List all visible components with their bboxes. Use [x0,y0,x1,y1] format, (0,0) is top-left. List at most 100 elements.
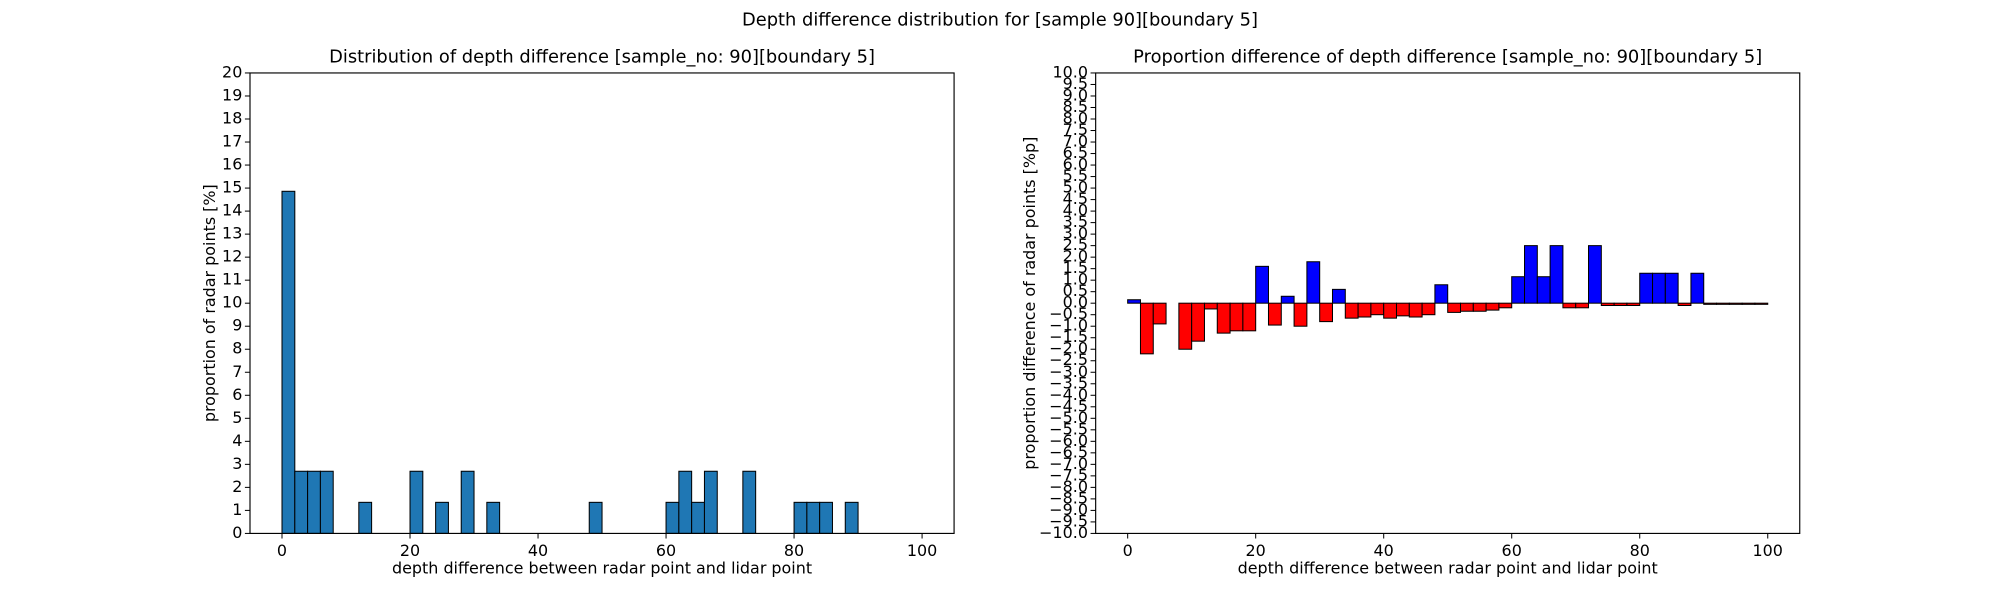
y-tick-label: −10.0 [1039,523,1088,542]
bar [1331,288,1346,304]
axes-frame [249,72,955,534]
x-tick-label: 20 [1246,541,1266,560]
y-tick-label: 18 [222,109,242,128]
bar [793,501,808,534]
x-axis-label: depth difference between radar point and… [1238,559,1658,578]
bar [1395,302,1410,317]
y-tick-label: −9.0 [1049,500,1088,519]
y-tick-label: −6.5 [1049,442,1088,461]
y-tick-label: 4.5 [1063,189,1088,208]
bar [358,501,373,534]
bar [319,470,334,534]
bar [691,501,705,534]
y-tick-label: −2.5 [1049,350,1088,369]
bar [1703,302,1718,305]
bar [1613,302,1628,307]
bar [1203,302,1218,310]
bar [1280,295,1295,304]
bar [281,190,296,534]
y-tick-label: 17 [222,132,242,151]
bar [1408,302,1423,318]
bar [1664,272,1679,304]
bar [1524,245,1538,304]
bar [1267,302,1282,326]
axes-title: Proportion difference of depth differenc… [1133,47,1762,68]
axes-title: Distribution of depth difference [sample… [329,47,875,68]
bar [1421,302,1436,316]
y-axis-label: proportion difference of radar points [%… [1020,137,1039,470]
bar [486,501,501,534]
x-tick-label: 80 [1630,541,1650,560]
y-tick-label: 4.0 [1063,201,1088,220]
bar [742,470,757,534]
y-tick-label: 5.5 [1063,166,1088,185]
y-tick-label: 6.0 [1063,155,1088,174]
bar [1562,302,1577,309]
bar [1677,302,1692,307]
bar [1370,302,1385,316]
y-tick-label: 10 [222,293,242,312]
y-tick-label: 0.0 [1063,293,1088,312]
bar [1741,302,1756,305]
y-tick-label: 20 [222,62,242,81]
figure-title: Depth difference distribution for [sampl… [742,10,1258,31]
y-tick-label: −4.5 [1049,396,1088,415]
bar [1472,302,1487,312]
y-tick-label: 3.0 [1063,224,1088,243]
y-tick-label: −4.0 [1049,385,1088,404]
bar [1498,302,1513,309]
y-tick-label: −0.5 [1049,304,1088,323]
y-tick-label: 3 [232,454,242,473]
bar [1344,302,1359,319]
y-tick-label: 10.0 [1053,62,1089,81]
bar [1549,245,1564,304]
y-tick-label: 6 [232,385,242,404]
bar [1754,302,1769,305]
y-tick-label: 5.0 [1063,178,1088,197]
y-tick-label: −8.0 [1049,477,1088,496]
y-tick-label: 7.0 [1063,132,1088,151]
y-tick-label: −7.5 [1049,465,1088,484]
y-tick-label: 7 [232,362,242,381]
y-tick-label: 14 [222,201,242,220]
x-tick-label: 0 [1123,541,1133,560]
y-tick-label: 9.5 [1063,74,1088,93]
bar [703,470,718,534]
y-tick-label: 0 [232,523,242,542]
x-tick-label: 100 [907,541,937,560]
bar [1293,302,1308,327]
bar [409,470,424,534]
x-tick-label: 0 [277,541,287,560]
y-tick-label: 8.0 [1063,109,1088,128]
y-tick-label: 9.0 [1063,85,1088,104]
bar [1600,302,1615,307]
y-tick-label: −1.5 [1049,327,1088,346]
x-tick-label: 40 [1374,541,1394,560]
bar [307,470,321,534]
bar [844,501,859,534]
y-tick-label: −5.5 [1049,419,1088,438]
x-tick-label: 40 [528,541,548,560]
y-tick-label: 9 [232,316,242,335]
y-tick-label: 16 [222,155,242,174]
bar [1728,302,1743,305]
bar [1178,302,1193,350]
bar [1690,272,1705,304]
bar [1242,302,1257,332]
bar [806,501,821,534]
bar [1139,302,1154,355]
bar [435,501,449,534]
y-tick-label: −3.0 [1049,362,1088,381]
x-tick-label: 60 [656,541,676,560]
bar [1459,302,1474,312]
bar [1485,302,1500,311]
bar [1588,245,1602,304]
bar [1434,284,1449,304]
y-tick-label: 6.5 [1063,143,1088,162]
bar [665,501,680,534]
y-tick-label: 1 [232,500,242,519]
bar [1127,299,1141,304]
bar [1357,302,1372,318]
y-tick-label: −9.5 [1049,511,1088,530]
